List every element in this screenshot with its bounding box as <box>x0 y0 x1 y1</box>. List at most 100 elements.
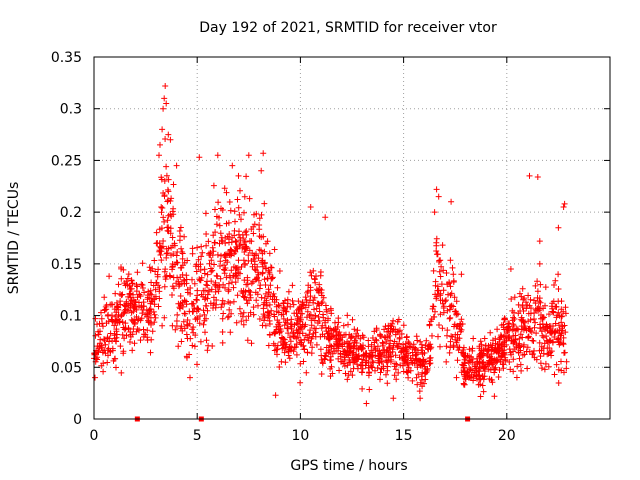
data-point <box>340 348 347 355</box>
data-point <box>162 83 169 89</box>
data-point <box>266 332 273 338</box>
data-point <box>284 325 291 332</box>
data-point <box>194 292 201 299</box>
data-point <box>552 303 559 310</box>
data-point <box>149 328 156 335</box>
data-point <box>184 335 191 342</box>
data-point <box>178 302 185 309</box>
data-point <box>558 358 564 365</box>
data-point <box>479 359 486 366</box>
data-point <box>383 338 390 345</box>
data-point <box>173 259 180 266</box>
data-point <box>164 186 171 193</box>
data-point <box>363 359 370 366</box>
data-point <box>115 281 122 288</box>
data-point <box>213 221 220 228</box>
data-point <box>534 278 541 285</box>
data-point <box>288 316 295 323</box>
data-point <box>140 333 147 340</box>
data-point <box>227 329 234 336</box>
data-point <box>372 347 379 354</box>
data-point <box>351 326 358 333</box>
data-point <box>385 357 391 364</box>
data-point <box>184 322 191 329</box>
data-point <box>552 277 559 284</box>
data-point <box>298 305 305 312</box>
data-point <box>261 260 268 267</box>
data-point <box>390 317 397 324</box>
data-point <box>384 363 391 370</box>
data-point <box>480 359 487 365</box>
data-point <box>486 375 493 382</box>
y-tick-label: 0.35 <box>51 50 82 66</box>
data-point <box>508 296 515 302</box>
data-point <box>164 198 171 205</box>
data-point <box>349 316 356 323</box>
data-point <box>537 360 544 367</box>
data-point <box>208 268 215 275</box>
data-point <box>140 326 147 333</box>
data-point <box>111 330 118 337</box>
data-point <box>193 268 200 275</box>
data-point <box>106 338 112 345</box>
data-point <box>515 301 522 308</box>
data-point <box>227 207 234 214</box>
data-point <box>499 361 506 368</box>
data-point <box>161 218 168 225</box>
data-point <box>501 343 508 350</box>
data-point <box>387 329 394 335</box>
data-point <box>491 393 498 400</box>
data-point <box>275 309 282 316</box>
data-point <box>380 347 387 354</box>
data-point <box>194 244 201 251</box>
data-point <box>435 333 441 340</box>
data-point <box>164 227 171 234</box>
data-point <box>245 257 252 264</box>
data-point <box>160 105 167 112</box>
data-point <box>204 295 211 302</box>
data-point <box>449 264 456 271</box>
data-point <box>219 301 226 308</box>
data-point <box>225 313 232 320</box>
data-point <box>438 281 445 288</box>
data-point <box>265 267 272 274</box>
data-point <box>325 325 332 332</box>
data-point <box>555 335 562 342</box>
data-point <box>545 363 552 370</box>
data-point <box>533 356 540 363</box>
data-point <box>271 311 277 318</box>
data-point <box>158 257 165 264</box>
data-point <box>248 280 255 287</box>
data-point <box>173 318 180 324</box>
data-point <box>120 350 127 357</box>
data-point <box>536 298 543 305</box>
data-point <box>251 258 258 265</box>
data-point <box>221 270 228 277</box>
data-point <box>233 272 240 279</box>
data-point <box>133 288 140 295</box>
data-point <box>162 136 169 142</box>
data-point <box>507 266 514 272</box>
data-point <box>112 313 119 320</box>
data-point <box>154 271 161 278</box>
data-point <box>161 193 168 200</box>
data-point <box>152 293 159 300</box>
data-point <box>111 355 118 362</box>
data-point <box>347 368 354 375</box>
data-point <box>346 359 352 366</box>
data-point <box>214 251 221 258</box>
data-point <box>510 314 517 321</box>
data-point <box>551 282 557 288</box>
data-point <box>462 376 469 383</box>
data-point <box>226 236 232 243</box>
data-point <box>525 333 532 340</box>
data-point <box>287 343 293 350</box>
axis-ticks: 0 5 10 15 20 0 0.05 0.1 0.15 0.2 0.25 0.3 0.35 <box>51 50 610 444</box>
data-point <box>392 352 399 359</box>
data-point <box>300 302 307 309</box>
data-point <box>351 337 358 344</box>
data-point <box>306 331 313 338</box>
data-point <box>97 340 104 347</box>
data-point <box>225 280 232 287</box>
data-point <box>230 263 237 270</box>
